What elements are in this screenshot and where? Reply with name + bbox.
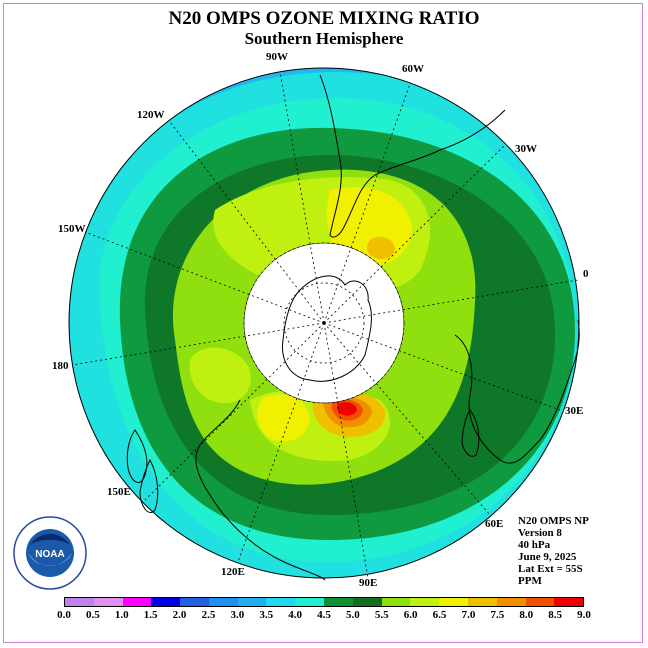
info-lat-extent: Lat Ext = 55S	[518, 563, 583, 575]
noaa-logo-bird	[30, 533, 70, 545]
lon-label-120w: 120W	[137, 109, 165, 121]
band-7-0-north	[367, 236, 395, 260]
latitude-circle-55s	[68, 67, 580, 579]
lon-label-120e: 120E	[221, 566, 245, 578]
lon-label-60w: 60W	[402, 63, 424, 75]
color-swatch	[381, 598, 411, 606]
color-swatch	[410, 598, 440, 606]
info-date: June 9, 2025	[518, 551, 577, 563]
color-scale-tick-label: 7.0	[461, 609, 476, 621]
meridian-60w	[323, 83, 411, 324]
meridian-30w	[323, 144, 506, 324]
color-swatch	[525, 598, 555, 606]
lon-label-90w: 90W	[266, 51, 288, 63]
madagascar-coast	[461, 409, 480, 457]
color-scale-ticks: 0.0 0.5 1.0 1.5 2.0 2.5 3.0 3.5 4.0 4.5 5.0 5.5 6.0 6…	[54, 609, 594, 623]
color-swatch	[554, 598, 584, 606]
color-swatch	[467, 598, 497, 606]
lon-label-30w: 30W	[515, 143, 537, 155]
lon-label-150e: 150E	[107, 486, 131, 498]
latitude-circle-75s	[243, 242, 405, 404]
meridian-120e	[237, 322, 325, 563]
info-pressure-level: 40 hPa	[518, 539, 551, 551]
color-scale-tick-label: 0.5	[86, 609, 100, 621]
product-info: N20 OMPS NP Version 8 40 hPa June 9, 202…	[518, 515, 589, 587]
band-8-5	[337, 402, 357, 416]
color-scale-tick-label: 2.0	[172, 609, 187, 621]
graticule	[68, 67, 580, 579]
band-6-5-south	[257, 394, 310, 442]
noaa-logo-text: NOAA	[35, 549, 64, 560]
lon-label-150w: 150W	[58, 223, 86, 235]
color-scale-bar	[64, 597, 584, 607]
australia-coast	[195, 399, 326, 581]
color-scale-tick-label: 8.5	[548, 609, 562, 621]
color-swatch	[266, 598, 296, 606]
color-scale-tick-label: 8.0	[519, 609, 534, 621]
color-swatch	[324, 598, 353, 606]
coastlines	[126, 74, 580, 581]
south-america-coast	[319, 74, 506, 238]
color-scale-tick-label: 1.5	[143, 609, 158, 621]
new-zealand-south	[139, 458, 159, 513]
color-scale-tick-label: 6.5	[432, 609, 447, 621]
new-zealand-north	[126, 429, 148, 484]
map-subtitle: Southern Hemisphere	[244, 29, 404, 48]
color-scale-tick-label: 1.0	[114, 609, 129, 621]
meridian-60e	[323, 322, 491, 516]
africa-coast	[454, 319, 580, 464]
color-swatch	[352, 598, 382, 606]
info-units: PPM	[518, 575, 542, 587]
color-swatch	[65, 598, 94, 606]
color-swatch	[496, 598, 526, 606]
info-version: Version 8	[518, 527, 562, 539]
noaa-logo: NOAA	[13, 516, 87, 590]
lon-label-180: 180	[52, 360, 69, 372]
color-scale-tick-label: 5.0	[346, 609, 360, 621]
color-swatch	[295, 598, 325, 606]
meridian-30e	[323, 322, 561, 411]
color-scale-tick-label: 4.0	[288, 609, 302, 621]
lon-label-0: 0	[583, 268, 589, 280]
color-scale-tick-label: 9.0	[577, 609, 591, 621]
antarctica-coast	[281, 275, 372, 382]
color-swatch	[237, 598, 267, 606]
color-swatch	[208, 598, 238, 606]
meridian-150e	[144, 322, 325, 501]
lon-label-90e: 90E	[359, 577, 378, 589]
color-swatch	[151, 598, 181, 606]
band-6-0-west	[189, 347, 251, 404]
lon-label-60e: 60E	[485, 518, 504, 530]
latitude-circle-80s	[283, 282, 365, 364]
lon-label-30e: 30E	[565, 405, 584, 417]
color-swatch	[122, 598, 152, 606]
color-swatch	[93, 598, 123, 606]
color-scale-tick-label: 7.5	[490, 609, 505, 621]
color-swatch	[439, 598, 468, 606]
meridian-90e	[323, 322, 369, 579]
info-instrument: N20 OMPS NP	[518, 515, 589, 527]
color-scale-tick-label: 6.0	[403, 609, 418, 621]
color-scale-tick-label: 3.0	[230, 609, 245, 621]
color-swatch	[180, 598, 209, 606]
map-title: N20 OMPS OZONE MIXING RATIO	[168, 8, 480, 29]
color-scale-tick-label: 3.5	[259, 609, 274, 621]
color-scale-tick-label: 4.5	[317, 609, 331, 621]
color-scale-tick-label: 5.5	[374, 609, 389, 621]
color-scale-tick-label: 0.0	[57, 609, 71, 621]
color-scale-tick-label: 2.5	[201, 609, 216, 621]
meridian-120w	[169, 121, 325, 324]
